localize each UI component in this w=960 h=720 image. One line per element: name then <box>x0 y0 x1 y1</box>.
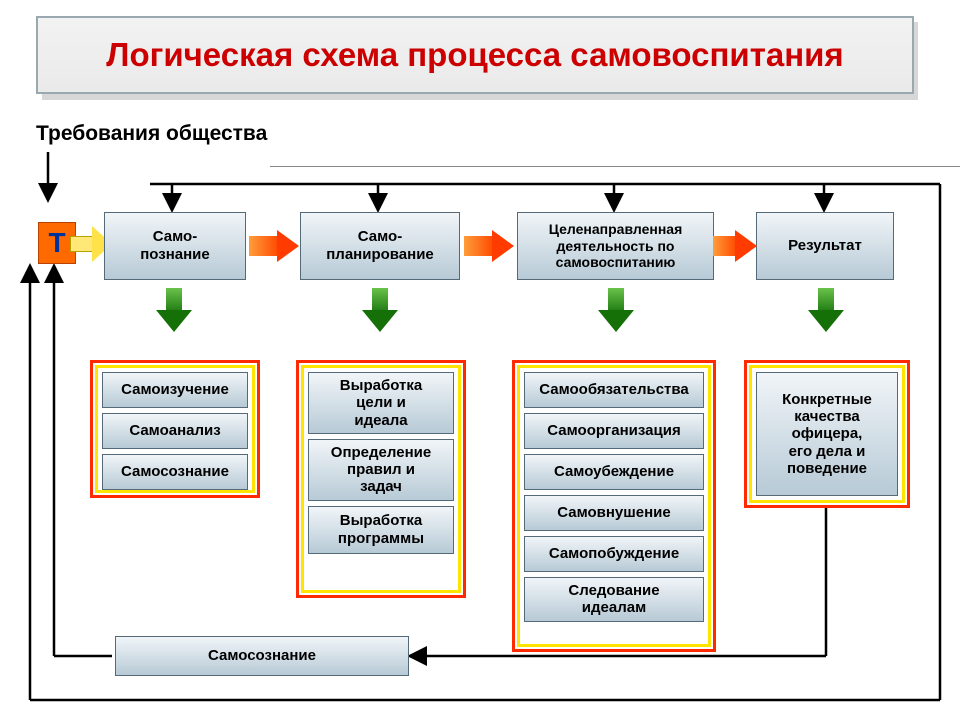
group-4: Конкретныекачестваофицера,его дела ипове… <box>744 360 910 508</box>
sub-box: Самоорганизация <box>524 413 704 449</box>
orange-arrow-icon <box>249 230 299 262</box>
sub-box: Выработкацели иидеала <box>308 372 454 434</box>
sub-box: Самоизучение <box>102 372 248 408</box>
green-arrow-icon <box>156 288 192 332</box>
subtitle: Требования общества <box>36 122 267 146</box>
main-box-b: Само-планирование <box>300 212 460 280</box>
green-arrow-icon <box>598 288 634 332</box>
orange-arrow-icon <box>713 230 757 262</box>
sub-box: Выработкапрограммы <box>308 506 454 554</box>
page-title: Логическая схема процесса самовоспитания <box>36 16 914 94</box>
sub-box: Следованиеидеалам <box>524 577 704 622</box>
main-box-d: Результат <box>756 212 894 280</box>
sub-box: Самопобуждение <box>524 536 704 572</box>
sub-box: Самоубеждение <box>524 454 704 490</box>
main-box-c: Целенаправленнаядеятельность посамовоспи… <box>517 212 714 280</box>
green-arrow-icon <box>362 288 398 332</box>
sub-box: Самовнушение <box>524 495 704 531</box>
horizontal-rule <box>270 166 960 167</box>
green-arrow-icon <box>808 288 844 332</box>
orange-arrow-icon <box>464 230 514 262</box>
sub-box: Самообязательства <box>524 372 704 408</box>
main-box-a: Само-познание <box>104 212 246 280</box>
sub-box: Конкретныекачестваофицера,его дела ипове… <box>756 372 898 496</box>
group-3: Самообязательства Самоорганизация Самоуб… <box>512 360 716 652</box>
sub-box: Самоанализ <box>102 413 248 449</box>
group-1: Самоизучение Самоанализ Самосознание <box>90 360 260 498</box>
group-2: Выработкацели иидеала Определениеправил … <box>296 360 466 598</box>
sub-box: Определениеправил изадач <box>308 439 454 501</box>
sub-box: Самосознание <box>102 454 248 490</box>
bottom-box: Самосознание <box>115 636 409 676</box>
